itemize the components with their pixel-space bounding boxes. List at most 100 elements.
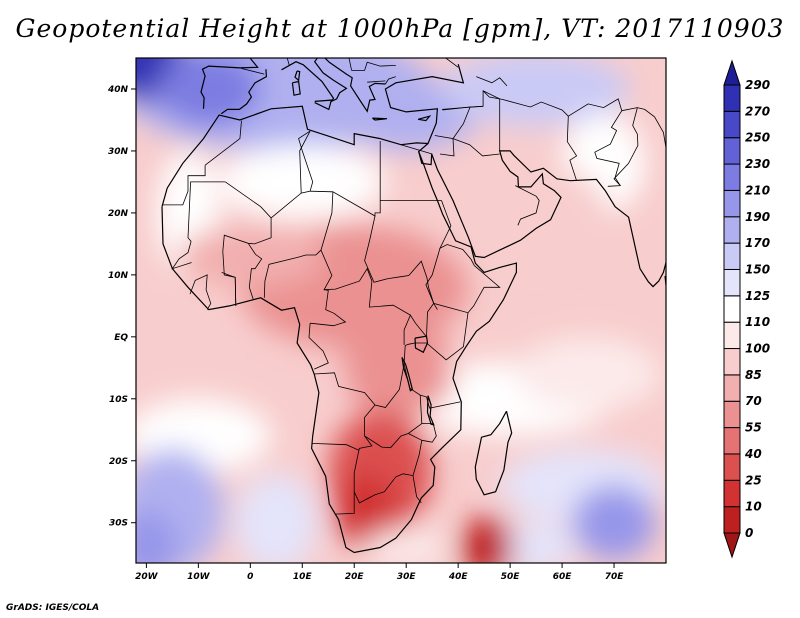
country-border bbox=[452, 138, 500, 157]
country-border bbox=[412, 475, 422, 504]
field-region bbox=[411, 355, 453, 405]
country-border bbox=[441, 105, 484, 110]
colorbar-swatch bbox=[723, 268, 741, 297]
country-border bbox=[189, 274, 212, 310]
country-border bbox=[171, 241, 192, 270]
colorbar-label: 100 bbox=[745, 342, 770, 356]
coastline bbox=[220, 69, 268, 115]
colorbar-swatch bbox=[723, 59, 741, 86]
country-border bbox=[336, 450, 360, 515]
colorbar-swatch bbox=[723, 453, 741, 481]
x-tick-label: 70E bbox=[605, 572, 625, 582]
country-border bbox=[241, 68, 265, 75]
colorbar-swatch bbox=[723, 163, 741, 191]
country-border bbox=[221, 272, 237, 306]
x-axis: 20W 10W 0 10E 20E 30E 40E 50E 60E 70E bbox=[135, 563, 624, 582]
colorbar-label: 150 bbox=[745, 262, 770, 276]
colorbar-swatch bbox=[723, 295, 741, 323]
colorbar-swatch bbox=[723, 400, 741, 429]
colorbar-label: 230 bbox=[745, 157, 770, 171]
y-tick-label: 30S bbox=[109, 519, 128, 529]
x-tick-label: 10W bbox=[187, 572, 211, 582]
country-border bbox=[347, 58, 352, 71]
x-tick-label: 0 bbox=[247, 572, 253, 582]
lake-outline bbox=[401, 357, 414, 392]
coastline bbox=[291, 80, 301, 96]
colorbar-swatch bbox=[723, 216, 741, 244]
x-tick-label: 60E bbox=[553, 572, 573, 582]
x-tick-label: 10E bbox=[293, 572, 313, 582]
field-region bbox=[234, 473, 318, 563]
x-tick-label: 50E bbox=[501, 572, 521, 582]
colorbar-label: 190 bbox=[745, 210, 770, 224]
country-border bbox=[364, 215, 438, 310]
colorbar-swatch bbox=[723, 506, 741, 534]
field-region bbox=[364, 528, 448, 563]
y-tick-label: EQ bbox=[114, 333, 128, 343]
field-region bbox=[515, 336, 661, 412]
country-border bbox=[568, 98, 623, 187]
colorbar-label: 290 bbox=[745, 78, 770, 92]
country-border bbox=[353, 473, 404, 504]
colorbar-swatch bbox=[723, 84, 741, 112]
country-border bbox=[385, 76, 396, 85]
coastline bbox=[474, 410, 513, 496]
field-region bbox=[494, 522, 578, 563]
colorbar-swatch bbox=[723, 189, 741, 218]
y-tick-label: 10N bbox=[108, 271, 129, 281]
country-border bbox=[403, 312, 469, 409]
country-border bbox=[367, 80, 386, 83]
coastline bbox=[314, 99, 333, 111]
field-region bbox=[136, 312, 214, 387]
colorbar-swatch bbox=[723, 427, 741, 455]
country-border bbox=[162, 165, 206, 206]
field-region bbox=[177, 225, 324, 288]
field-region bbox=[442, 58, 630, 127]
country-border bbox=[311, 404, 376, 451]
country-border bbox=[310, 289, 347, 327]
colorbar-label: 125 bbox=[745, 289, 770, 303]
height-field bbox=[136, 58, 666, 563]
colorbar-label: 55 bbox=[745, 421, 762, 435]
country-border bbox=[314, 364, 405, 408]
country-border bbox=[515, 185, 540, 226]
colorbar-label: 250 bbox=[745, 131, 770, 145]
field-region bbox=[136, 510, 178, 563]
colorbar-label: 40 bbox=[744, 447, 762, 461]
coastlines bbox=[161, 58, 666, 554]
colorbar-swatch bbox=[723, 321, 741, 350]
colorbar-label: 210 bbox=[745, 183, 770, 197]
colorbar: 0 10 25 40 55 70 85 100 110 125 150 170 190 210 230 250… bbox=[723, 59, 770, 559]
coastline bbox=[372, 117, 388, 121]
country-border bbox=[403, 303, 435, 345]
field-region bbox=[333, 76, 479, 151]
country-border bbox=[445, 58, 459, 68]
country-border bbox=[434, 135, 455, 157]
field-region bbox=[156, 58, 261, 127]
x-tick-label: 40E bbox=[448, 572, 469, 582]
country-border bbox=[403, 433, 423, 477]
x-tick-label: 20E bbox=[345, 572, 365, 582]
country-border bbox=[263, 191, 334, 298]
country-border bbox=[476, 76, 508, 87]
coastline bbox=[294, 70, 301, 82]
coastline bbox=[161, 64, 465, 207]
country-border bbox=[351, 61, 396, 71]
country-border bbox=[400, 144, 433, 155]
colorbar-label: 70 bbox=[745, 394, 762, 408]
colorbar-label: 170 bbox=[745, 236, 770, 250]
chart-title: Geopotential Height at 1000hPa [gpm], VT… bbox=[15, 14, 785, 43]
map-area bbox=[136, 58, 666, 563]
country-border bbox=[247, 243, 263, 300]
field-region bbox=[364, 423, 427, 474]
y-tick-label: 30N bbox=[108, 147, 129, 157]
lake-outline bbox=[414, 335, 429, 354]
x-tick-label: 30E bbox=[397, 572, 417, 582]
colorbar-swatch bbox=[723, 137, 741, 165]
colorbar-label: 270 bbox=[745, 104, 770, 118]
coastline bbox=[417, 115, 432, 122]
colorbar-label: 85 bbox=[745, 368, 762, 382]
coastline bbox=[281, 58, 386, 113]
colorbar-swatch bbox=[723, 374, 741, 402]
